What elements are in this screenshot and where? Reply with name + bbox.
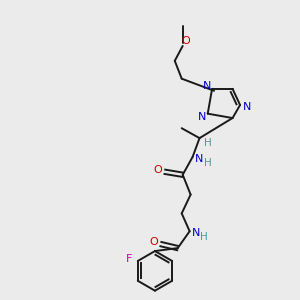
Text: N: N xyxy=(198,112,206,122)
Text: H: H xyxy=(200,232,207,242)
Text: N: N xyxy=(195,154,204,164)
Text: O: O xyxy=(150,237,158,247)
Text: H: H xyxy=(204,158,211,168)
Text: N: N xyxy=(203,81,211,91)
Text: N: N xyxy=(191,228,200,238)
Text: H: H xyxy=(204,138,211,148)
Text: F: F xyxy=(126,254,132,264)
Text: N: N xyxy=(243,102,251,112)
Text: O: O xyxy=(181,36,190,46)
Text: O: O xyxy=(154,165,162,175)
